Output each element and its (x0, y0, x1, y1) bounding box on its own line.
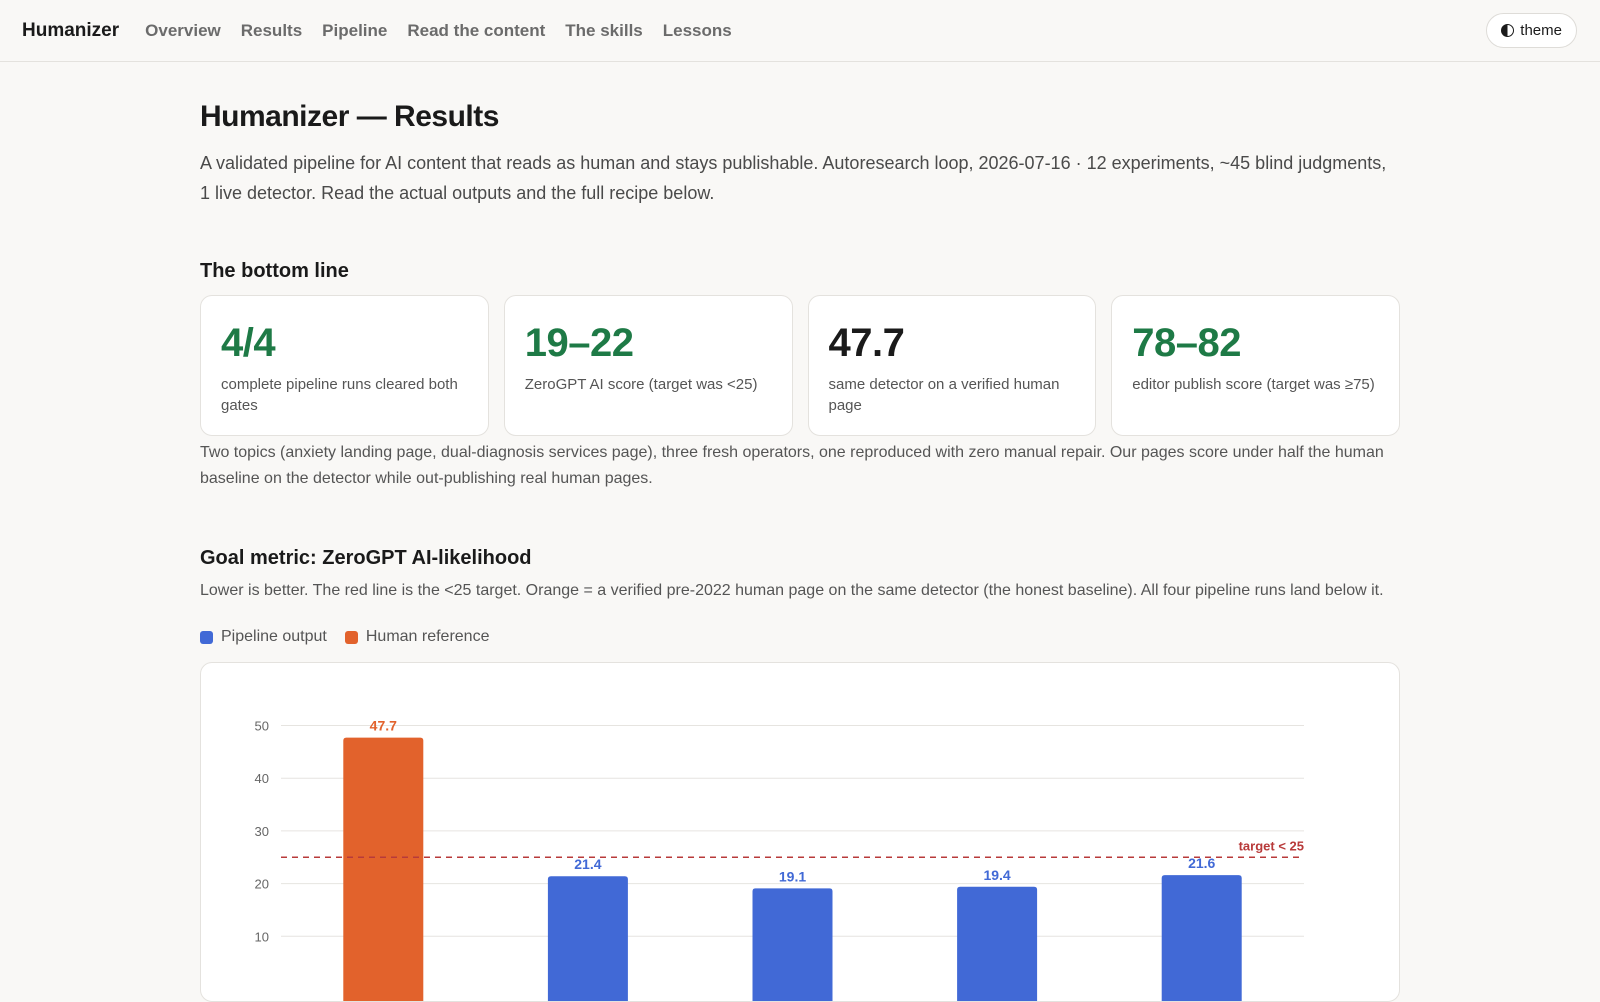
legend-label-pipeline: Pipeline output (221, 628, 327, 645)
theme-button-label: theme (1520, 22, 1562, 39)
bar-value-label: 19.1 (779, 868, 806, 884)
nav-link-pipeline[interactable]: Pipeline (322, 20, 388, 40)
y-tick-label: 30 (255, 824, 269, 839)
stat-label: same detector on a verified human page (828, 376, 1060, 414)
target-label: target < 25 (1239, 838, 1304, 853)
bottom-line-heading: The bottom line (200, 260, 349, 282)
bar-value-label: 47.7 (370, 718, 397, 734)
bar-chart: 10 20 30 40 50 47.7 21.4 19.1 19.4 21.6 target < 2… (255, 718, 1304, 1001)
nav-link-overview[interactable]: Overview (145, 20, 221, 40)
goal-metric-heading: Goal metric: ZeroGPT AI-likelihood (200, 547, 532, 569)
stat-card: 78–82 editor publish score (target was ≥… (1111, 295, 1400, 436)
legend-item-human: Human reference (344, 628, 490, 646)
theme-toggle-button[interactable]: theme (1486, 13, 1577, 48)
stat-value: 19–22 (524, 321, 634, 365)
legend-swatch-human (344, 630, 358, 644)
page-title: Humanizer — Results (200, 100, 499, 133)
bar (1161, 875, 1242, 1001)
stat-label: complete pipeline runs cleared both gate… (221, 376, 458, 414)
bar (957, 886, 1038, 1001)
stat-value: 47.7 (828, 321, 905, 365)
y-tick-label: 40 (255, 771, 269, 786)
bottom-line-paragraph: Two topics (anxiety landing page, dual-d… (200, 444, 1384, 487)
stat-label: editor publish score (target was ≥75) (1132, 376, 1375, 393)
bar-value-label: 21.4 (574, 856, 601, 872)
main-content: Humanizer — Results A validated pipeline… (200, 62, 1400, 1002)
nav-link-the-skills[interactable]: The skills (565, 20, 643, 40)
y-tick-label: 20 (255, 877, 269, 892)
top-nav: Humanizer Overview Results Pipeline Read… (0, 0, 1600, 62)
bar (752, 888, 833, 1001)
page-lead: A validated pipeline for AI content that… (200, 153, 1387, 203)
nav-link-lessons[interactable]: Lessons (662, 20, 732, 40)
legend-label-human: Human reference (365, 628, 490, 645)
bar-value-label: 19.4 (983, 867, 1010, 883)
goal-metric-paragraph: Lower is better. The red line is the <25… (200, 582, 1384, 599)
bar (343, 737, 424, 1001)
brand-logo[interactable]: Humanizer (22, 19, 120, 41)
stat-value: 4/4 (221, 321, 276, 365)
chart-legend: Pipeline output Human reference (200, 628, 1400, 646)
y-tick-label: 10 (255, 929, 269, 944)
stat-card: 19–22 ZeroGPT AI score (target was <25) (503, 295, 793, 436)
half-circle-icon (1501, 24, 1515, 37)
chart-container: 10 20 30 40 50 47.7 21.4 19.1 19.4 21.6 target < 2… (200, 662, 1400, 1002)
nav-link-read-the-content[interactable]: Read the content (407, 20, 546, 40)
legend-swatch-pipeline (200, 630, 213, 644)
nav-link-results[interactable]: Results (240, 20, 303, 40)
y-tick-label: 50 (255, 719, 269, 734)
bar-value-label: 21.6 (1188, 855, 1215, 871)
stat-cards: 4/4 complete pipeline runs cleared both … (200, 295, 1400, 436)
stat-card: 4/4 complete pipeline runs cleared both … (200, 295, 489, 436)
stat-card: 47.7 same detector on a verified human p… (807, 295, 1097, 436)
stat-value: 78–82 (1132, 321, 1241, 365)
stat-label: ZeroGPT AI score (target was <25) (524, 376, 758, 393)
bar (547, 876, 628, 1001)
nav-links: Overview Results Pipeline Read the conte… (145, 21, 732, 41)
legend-item-pipeline: Pipeline output (200, 628, 327, 646)
